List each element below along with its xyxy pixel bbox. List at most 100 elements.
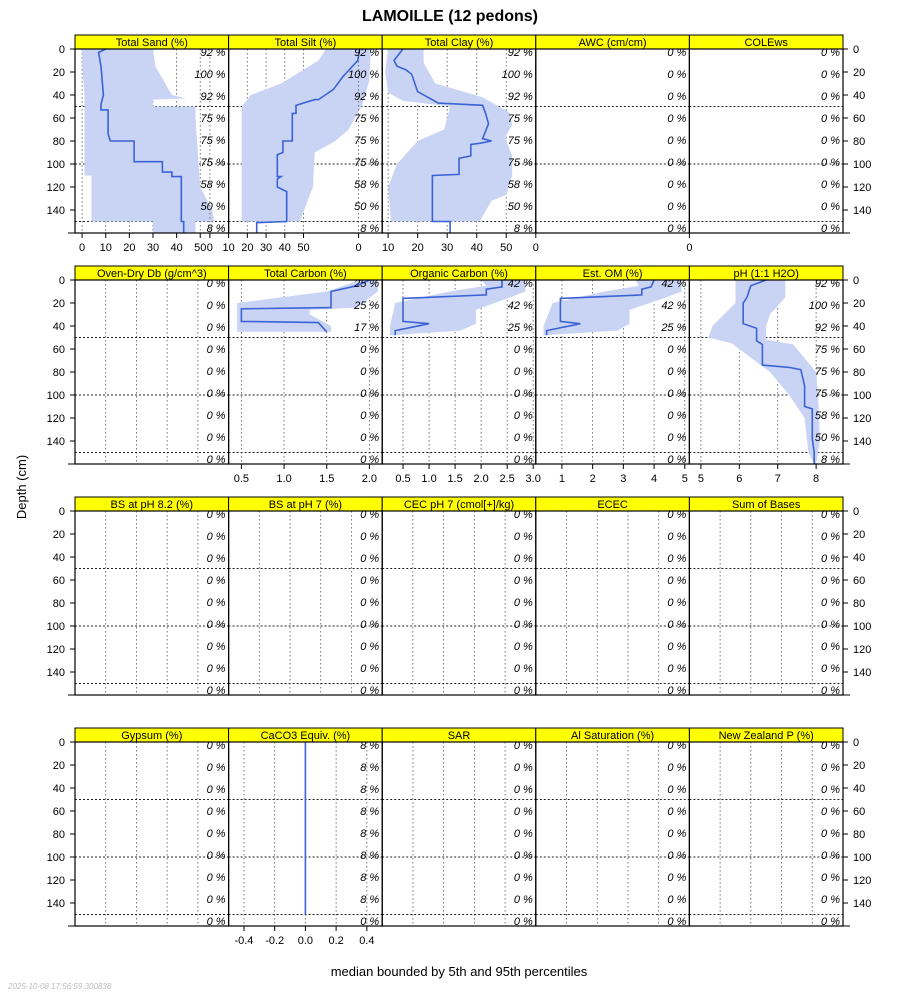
coverage-percent-label: 92 % <box>508 91 533 103</box>
panel-frame <box>535 510 690 696</box>
x-tick-label: 20 <box>241 242 253 254</box>
y-tick-label-right: 40 <box>853 321 865 333</box>
coverage-percent-label: 0 % <box>821 91 840 103</box>
coverage-percent-label: 25 % <box>353 300 379 312</box>
coverage-percent-label: 0 % <box>667 201 686 213</box>
coverage-percent-label: 0 % <box>514 575 533 587</box>
coverage-percent-label: 0 % <box>514 685 533 697</box>
percentile-band <box>385 49 513 233</box>
coverage-percent-label: 75 % <box>354 113 379 125</box>
coverage-percent-label: 0 % <box>821 828 840 840</box>
coverage-percent-label: 0 % <box>207 509 226 521</box>
median-line <box>742 279 816 464</box>
y-tick-label-right: 20 <box>853 298 865 310</box>
coverage-percent-label: 0 % <box>821 69 840 81</box>
y-tick-label-right: 40 <box>853 783 865 795</box>
coverage-percent-label: 92 % <box>815 322 840 334</box>
coverage-percent-label: 0 % <box>667 619 686 631</box>
y-tick-label-right: 120 <box>853 182 871 194</box>
percentile-band <box>543 280 682 336</box>
coverage-percent-label: 8 % <box>360 894 379 906</box>
percentile-band <box>390 280 526 336</box>
coverage-percent-label: 75 % <box>201 157 226 169</box>
coverage-percent-label: 0 % <box>667 806 686 818</box>
coverage-percent-label: 8 % <box>360 806 379 818</box>
coverage-percent-label: 0 % <box>821 47 840 59</box>
coverage-percent-label: 0 % <box>514 740 533 752</box>
coverage-percent-label: 0 % <box>821 553 840 565</box>
coverage-percent-label: 92 % <box>201 47 226 59</box>
median-line <box>545 279 655 336</box>
coverage-percent-label: 0 % <box>360 388 379 400</box>
panel-frame <box>74 279 230 465</box>
panel-frame <box>74 741 230 927</box>
coverage-percent-label: 0 % <box>207 828 226 840</box>
panel-strip-label: Total Sand (%) <box>116 37 188 49</box>
coverage-percent-label: 92 % <box>201 91 226 103</box>
panels-layer: Total Sand (%)92 %100 %92 %75 %75 %75 %5… <box>47 34 871 947</box>
x-tick-label: 2.5 <box>500 473 515 485</box>
panel-1-4: pH (1:1 H2O)92 %100 %92 %75 %75 %75 %58 … <box>688 265 844 485</box>
x-tick-label: 40 <box>471 242 483 254</box>
percentile-band <box>708 280 820 464</box>
coverage-percent-label: 8 % <box>360 850 379 862</box>
panel-strip-label: COLEws <box>744 37 788 49</box>
coverage-percent-label: 0 % <box>207 410 226 422</box>
x-tick-label: 2.0 <box>473 473 488 485</box>
y-tick-label-right: 80 <box>853 367 865 379</box>
y-tick-label-left: 80 <box>53 367 65 379</box>
coverage-percent-label: 75 % <box>201 135 226 147</box>
coverage-percent-label: 0 % <box>360 509 379 521</box>
x-tick-label: 30 <box>260 242 272 254</box>
x-tick-label: 10 <box>222 242 234 254</box>
y-tick-label-right: 80 <box>853 598 865 610</box>
x-tick-label: 8 <box>813 473 819 485</box>
median-line <box>97 48 185 233</box>
panel-frame <box>535 48 690 234</box>
y-tick-label-right: 60 <box>853 344 865 356</box>
panel-strip-label: BS at pH 7 (%) <box>269 499 342 511</box>
y-tick-label-right: 60 <box>853 113 865 125</box>
coverage-percent-label: 0 % <box>207 663 226 675</box>
panel-strip-label: Est. OM (%) <box>583 268 643 280</box>
coverage-percent-label: 0 % <box>821 135 840 147</box>
x-tick-label: 30 <box>147 242 159 254</box>
coverage-percent-label: 0 % <box>514 388 533 400</box>
coverage-percent-label: 0 % <box>667 179 686 191</box>
panel-0-3: AWC (cm/cm)0 %0 %0 %0 %0 %0 %0 %0 %0 %01… <box>533 34 690 254</box>
coverage-percent-label: 0 % <box>360 344 379 356</box>
y-tick-label-right: 140 <box>853 436 871 448</box>
panel-3-0: Gypsum (%) 0 % 0 % 0 % 0 % 0 % 0 % 0 % 0 % 0 % <box>74 727 230 928</box>
coverage-percent-label: 42 % <box>661 300 686 312</box>
coverage-percent-label: 0 % <box>360 432 379 444</box>
coverage-percent-label: 0 % <box>667 223 686 235</box>
coverage-percent-label: 0 % <box>821 597 840 609</box>
y-tick-label-right: 80 <box>853 829 865 841</box>
coverage-percent-label: 0 % <box>667 916 686 928</box>
coverage-percent-label: 0 % <box>667 850 686 862</box>
x-tick-label: 1.0 <box>276 473 291 485</box>
median-line <box>240 279 370 333</box>
y-tick-label-left: 60 <box>53 575 65 587</box>
coverage-percent-label: 8 % <box>514 223 533 235</box>
x-tick-label: 40 <box>279 242 291 254</box>
coverage-percent-label: 0 % <box>514 531 533 543</box>
x-tick-label: 3 <box>620 473 626 485</box>
y-tick-label-right: 120 <box>853 875 871 887</box>
panel-2-2: CEC pH 7 (cmol[+]/kg)0 %0 %0 %0 %0 %0 %0… <box>381 496 537 697</box>
y-tick-label-left: 40 <box>53 552 65 564</box>
coverage-percent-label: 0 % <box>514 619 533 631</box>
coverage-percent-label: 8 % <box>360 872 379 884</box>
panel-0-1: Total Silt (%) 92 % 100 % 92 % 75 % 75 % 75 % 5… <box>207 34 383 254</box>
x-tick-label: 1.5 <box>319 473 334 485</box>
coverage-percent-label: 75 % <box>815 388 840 400</box>
y-tick-label-right: 20 <box>853 67 865 79</box>
coverage-percent-label: 0 % <box>667 828 686 840</box>
coverage-percent-label: 0 % <box>514 410 533 422</box>
coverage-percent-label: 0 % <box>667 113 686 125</box>
y-tick-label-left: 80 <box>53 136 65 148</box>
coverage-percent-label: 0 % <box>360 575 379 587</box>
panel-strip-label: Oven-Dry Db (g/cm^3) <box>97 268 207 280</box>
y-tick-label-right: 120 <box>853 413 871 425</box>
